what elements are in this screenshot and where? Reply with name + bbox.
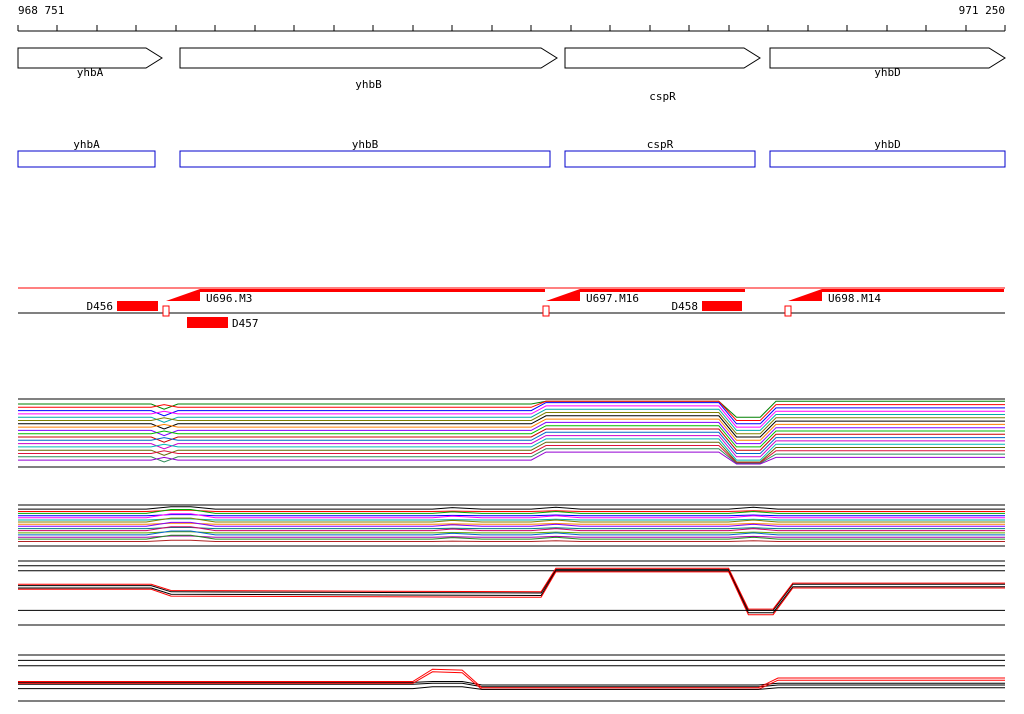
upshift-flag[interactable] — [166, 289, 200, 301]
probe-segment-track: U696.M3 U697.M16 U698.M14 D456 D457 D458 — [18, 287, 1005, 330]
signal-line — [18, 445, 1005, 464]
cds-box-yhbB[interactable] — [179, 150, 551, 168]
probe-box[interactable] — [702, 301, 742, 311]
probe-box-label: D457 — [232, 317, 259, 330]
signal-panel-3 — [18, 560, 1005, 626]
flag-anchor-mark — [784, 305, 792, 317]
signal-line — [18, 506, 1005, 510]
ruler-end-coordinate: 971 250 — [959, 4, 1005, 17]
signal-line — [18, 682, 1005, 688]
cds-box-yhbA[interactable] — [17, 150, 156, 168]
upshift-flag[interactable] — [546, 289, 580, 301]
signal-panel-2 — [18, 504, 1005, 547]
signal-panels — [18, 398, 1005, 702]
probe-box-label: D458 — [672, 300, 699, 313]
signal-line — [18, 535, 1005, 538]
segment-label: U698.M14 — [828, 292, 881, 305]
signal-line — [18, 448, 1005, 464]
cds-label-yhbA: yhbA — [73, 138, 100, 151]
transcript-segment[interactable] — [822, 289, 1004, 292]
signal-line — [18, 509, 1005, 512]
cds-label-yhbD: yhbD — [874, 138, 901, 151]
gene-arrow-cspR[interactable] — [564, 47, 761, 69]
segment-label: U697.M16 — [586, 292, 639, 305]
coordinate-ruler — [17, 25, 1006, 32]
signal-line — [18, 571, 1005, 616]
signal-line — [18, 514, 1005, 517]
signal-line — [18, 668, 1005, 689]
gene-arrow-yhbB[interactable] — [179, 47, 558, 69]
signal-line — [18, 412, 1005, 435]
cds-box-yhbD[interactable] — [769, 150, 1006, 168]
gene-arrow-track: yhbA yhbB cspR yhbD — [17, 47, 1006, 103]
signal-line — [18, 509, 1005, 514]
signal-line — [18, 513, 1005, 519]
gene-arrow-yhbD[interactable] — [769, 47, 1006, 69]
cds-label-yhbB: yhbB — [352, 138, 379, 151]
signal-line — [18, 441, 1005, 463]
signal-panel-4 — [18, 654, 1005, 702]
signal-line — [18, 521, 1005, 527]
signal-line — [18, 570, 1005, 614]
gene-label-yhbD: yhbD — [874, 66, 901, 79]
signal-line — [18, 539, 1005, 542]
signal-line — [18, 405, 1005, 428]
probe-box[interactable] — [187, 317, 228, 328]
signal-line — [18, 428, 1005, 451]
transcript-segment[interactable] — [200, 289, 545, 292]
signal-line — [18, 530, 1005, 536]
signal-line — [18, 451, 1005, 465]
signal-line — [18, 686, 1005, 690]
signal-line — [18, 435, 1005, 458]
probe-box[interactable] — [117, 301, 158, 311]
probe-box-label: D456 — [87, 300, 114, 313]
flag-anchor-mark — [542, 305, 550, 317]
signal-panel-1 — [18, 398, 1005, 468]
signal-line — [18, 531, 1005, 534]
signal-line — [18, 418, 1005, 441]
cds-label-cspR: cspR — [647, 138, 674, 151]
signal-line — [18, 517, 1005, 523]
signal-line — [18, 425, 1005, 448]
upshift-flag[interactable] — [788, 289, 822, 301]
signal-line — [18, 518, 1005, 521]
gene-label-cspR: cspR — [649, 90, 676, 103]
signal-line — [18, 408, 1005, 431]
gene-label-yhbA: yhbA — [77, 66, 104, 79]
signal-line — [18, 568, 1005, 611]
signal-line — [18, 431, 1005, 454]
signal-line — [18, 567, 1005, 610]
signal-line — [18, 400, 1005, 421]
signal-line — [18, 421, 1005, 445]
ruler-start-coordinate: 968 751 — [18, 4, 64, 17]
signal-line — [18, 534, 1005, 540]
signal-line — [18, 522, 1005, 525]
transcript-segment[interactable] — [580, 289, 745, 292]
signal-line — [18, 415, 1005, 438]
cds-box-cspR[interactable] — [564, 150, 756, 168]
gene-arrow-yhbA[interactable] — [17, 47, 163, 69]
signal-line — [18, 402, 1005, 425]
signal-line — [18, 526, 1005, 532]
signal-line — [18, 681, 1005, 686]
flag-anchor-mark — [162, 305, 170, 317]
signal-line — [18, 438, 1005, 461]
segment-label: U696.M3 — [206, 292, 252, 305]
cds-box-track: yhbA yhbB cspR yhbD — [17, 138, 1006, 168]
gene-label-yhbB: yhbB — [355, 78, 382, 91]
signal-line — [18, 527, 1005, 530]
